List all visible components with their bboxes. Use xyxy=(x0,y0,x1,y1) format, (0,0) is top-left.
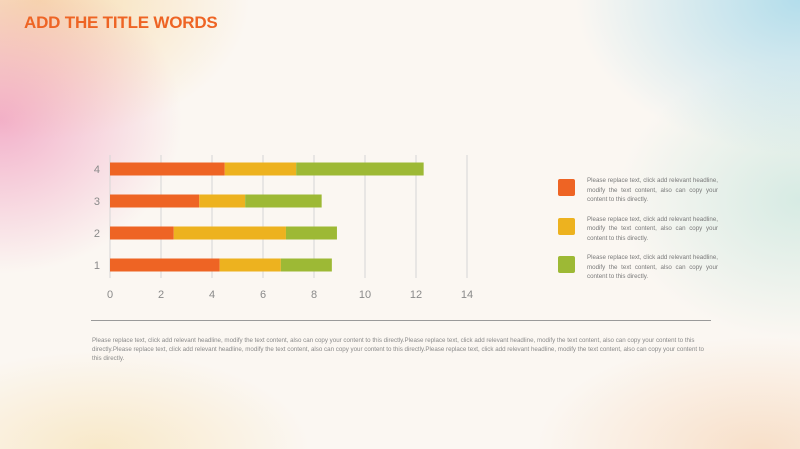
slide-title: ADD THE TITLE WORDS xyxy=(24,13,218,32)
bar-segment xyxy=(280,258,332,272)
x-tick-label: 0 xyxy=(107,289,113,301)
bar-segment xyxy=(245,194,322,208)
bar-segment xyxy=(110,258,220,272)
bar-segment xyxy=(110,194,200,208)
y-tick-label: 4 xyxy=(94,164,100,176)
bar-segment xyxy=(219,258,281,272)
bar-segment xyxy=(110,162,225,176)
legend-item: Please replace text, click add relevant … xyxy=(558,215,718,244)
x-tick-label: 14 xyxy=(461,289,473,301)
legend-swatch-series-1 xyxy=(558,179,575,196)
legend-swatch-series-3 xyxy=(558,256,575,273)
y-tick-label: 1 xyxy=(94,260,100,272)
body-paragraph: Please replace text, click add relevant … xyxy=(92,337,704,363)
x-tick-label: 6 xyxy=(260,289,266,301)
legend-item: Please replace text, click add relevant … xyxy=(558,253,718,282)
chart-legend: Please replace text, click add relevant … xyxy=(558,176,718,292)
legend-item: Please replace text, click add relevant … xyxy=(558,176,718,205)
legend-text: Please replace text, click add relevant … xyxy=(587,215,718,242)
x-tick-label: 4 xyxy=(209,289,215,301)
bar-segment xyxy=(199,194,246,208)
y-tick-label: 3 xyxy=(94,196,100,208)
x-tick-label: 8 xyxy=(311,289,317,301)
bar-segment xyxy=(173,226,286,240)
bar-segment xyxy=(296,162,424,176)
legend-text: Please replace text, click add relevant … xyxy=(587,254,718,280)
bar-segment xyxy=(110,226,174,240)
divider-line xyxy=(91,320,711,321)
bar-segment xyxy=(285,226,337,240)
x-tick-label: 2 xyxy=(158,289,164,301)
y-tick-label: 2 xyxy=(94,228,100,240)
x-tick-label: 10 xyxy=(359,289,371,301)
x-tick-label: 12 xyxy=(410,289,422,301)
legend-text: Please replace text, click add relevant … xyxy=(587,177,718,203)
bar-segment xyxy=(224,162,297,176)
legend-swatch-series-2 xyxy=(558,217,575,235)
